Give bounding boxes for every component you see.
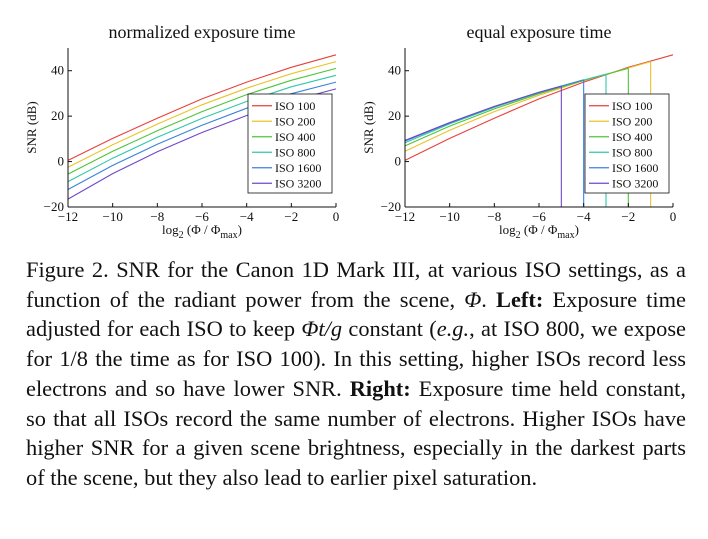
x-tick-label: −2 (621, 209, 635, 224)
series-line-iso-100 (67, 54, 337, 161)
legend-label: ISO 1600 (275, 161, 321, 175)
legend-label: ISO 100 (275, 99, 315, 113)
y-tick-label: 40 (388, 63, 401, 78)
x-axis-label-part: log (499, 222, 516, 237)
chart-title: equal exposure time (467, 22, 612, 42)
series-line-iso-800 (67, 74, 337, 183)
legend-label: ISO 400 (275, 130, 315, 144)
y-axis-label: SNR (dB) (24, 101, 39, 153)
y-tick-label: −20 (381, 199, 401, 214)
legend-label: ISO 800 (275, 145, 315, 159)
x-tick-label: 0 (670, 209, 677, 224)
caption-label: Figure 2. (26, 257, 109, 282)
y-tick-label: 20 (51, 108, 64, 123)
legend-label: ISO 200 (275, 114, 315, 128)
x-tick-label: −10 (439, 209, 459, 224)
caption-eg: e.g. (436, 316, 470, 342)
x-axis-label: log2 (Φ / Φmax) (162, 222, 242, 241)
legend-box (247, 93, 333, 194)
caption-text-2: . (481, 286, 497, 312)
x-tick-label: −8 (487, 209, 501, 224)
x-axis-label-part: ) (575, 222, 579, 237)
x-axis-label-part: 2 (516, 230, 521, 241)
legend-label: ISO 200 (612, 114, 652, 128)
legend-label: ISO 100 (612, 99, 652, 113)
series-line-iso-200 (67, 61, 337, 168)
y-tick-label: −20 (44, 199, 64, 214)
x-axis-label-part: (Φ / Φ (521, 222, 558, 237)
x-tick-label: −12 (395, 209, 415, 224)
caption-phi: Φ (464, 286, 482, 312)
x-axis-label-part: max (220, 230, 237, 241)
x-tick-label: −12 (58, 209, 78, 224)
caption-text-1: SNR for the Canon 1D Mark III, at variou… (26, 257, 686, 312)
caption-text-5: , at ISO 800, we expose for 1/8 the time… (26, 316, 686, 401)
series-line-iso-400 (67, 67, 337, 175)
y-tick-label: 0 (58, 154, 65, 169)
x-tick-label: −2 (284, 209, 298, 224)
figure: normalized exposure time−12 −10 −8 −6 −4 −2 0−… (24, 22, 676, 241)
x-tick-label: −8 (150, 209, 164, 224)
legend-label: ISO 3200 (612, 176, 658, 190)
caption-right-label: Right: (349, 375, 411, 401)
caption-formula: Φt/g (301, 316, 343, 342)
caption-text-3: Exposure time adjusted for each ISO to k… (26, 286, 686, 342)
caption-text-4: constant ( (342, 316, 437, 342)
x-axis-label-part: log (162, 222, 179, 237)
legend-label: ISO 400 (612, 130, 652, 144)
y-axis-label: SNR (dB) (361, 101, 376, 153)
y-tick-label: 0 (395, 154, 402, 169)
chart-panel-1: normalized exposure time−12 −10 −8 −6 −4 −2 0−… (24, 22, 339, 241)
x-axis-label: log2 (Φ / Φmax) (499, 222, 579, 241)
chart-panel-2: equal exposure time−12 −10 −8 −6 −4 −2 0−20020… (361, 22, 676, 241)
caption-left-label: Left: (496, 286, 544, 312)
x-axis-label-part: ) (238, 222, 242, 237)
x-axis-label-part: 2 (179, 230, 184, 241)
legend-label: ISO 1600 (612, 161, 658, 175)
legend-label: ISO 800 (612, 145, 652, 159)
x-tick-label: −10 (102, 209, 122, 224)
x-axis-label-part: (Φ / Φ (184, 222, 221, 237)
x-tick-label: 0 (333, 209, 340, 224)
x-tick-label: −6 (195, 209, 209, 224)
series-line-iso-200 (404, 61, 651, 152)
x-tick-label: −6 (532, 209, 546, 224)
figure-caption: Figure 2. SNR for the Canon 1D Mark III,… (26, 255, 686, 493)
legend-label: ISO 3200 (275, 176, 321, 190)
chart-title: normalized exposure time (109, 22, 296, 42)
y-tick-label: 20 (388, 108, 401, 123)
y-tick-label: 40 (51, 63, 64, 78)
x-tick-label: −4 (240, 209, 254, 224)
series-line-iso-3200 (404, 85, 562, 141)
series-line-iso-100 (404, 54, 674, 161)
x-tick-label: −4 (577, 209, 591, 224)
legend-box (584, 93, 670, 194)
x-axis-label-part: max (557, 230, 574, 241)
caption-text-6: Exposure time held constant, so that all… (26, 375, 686, 490)
